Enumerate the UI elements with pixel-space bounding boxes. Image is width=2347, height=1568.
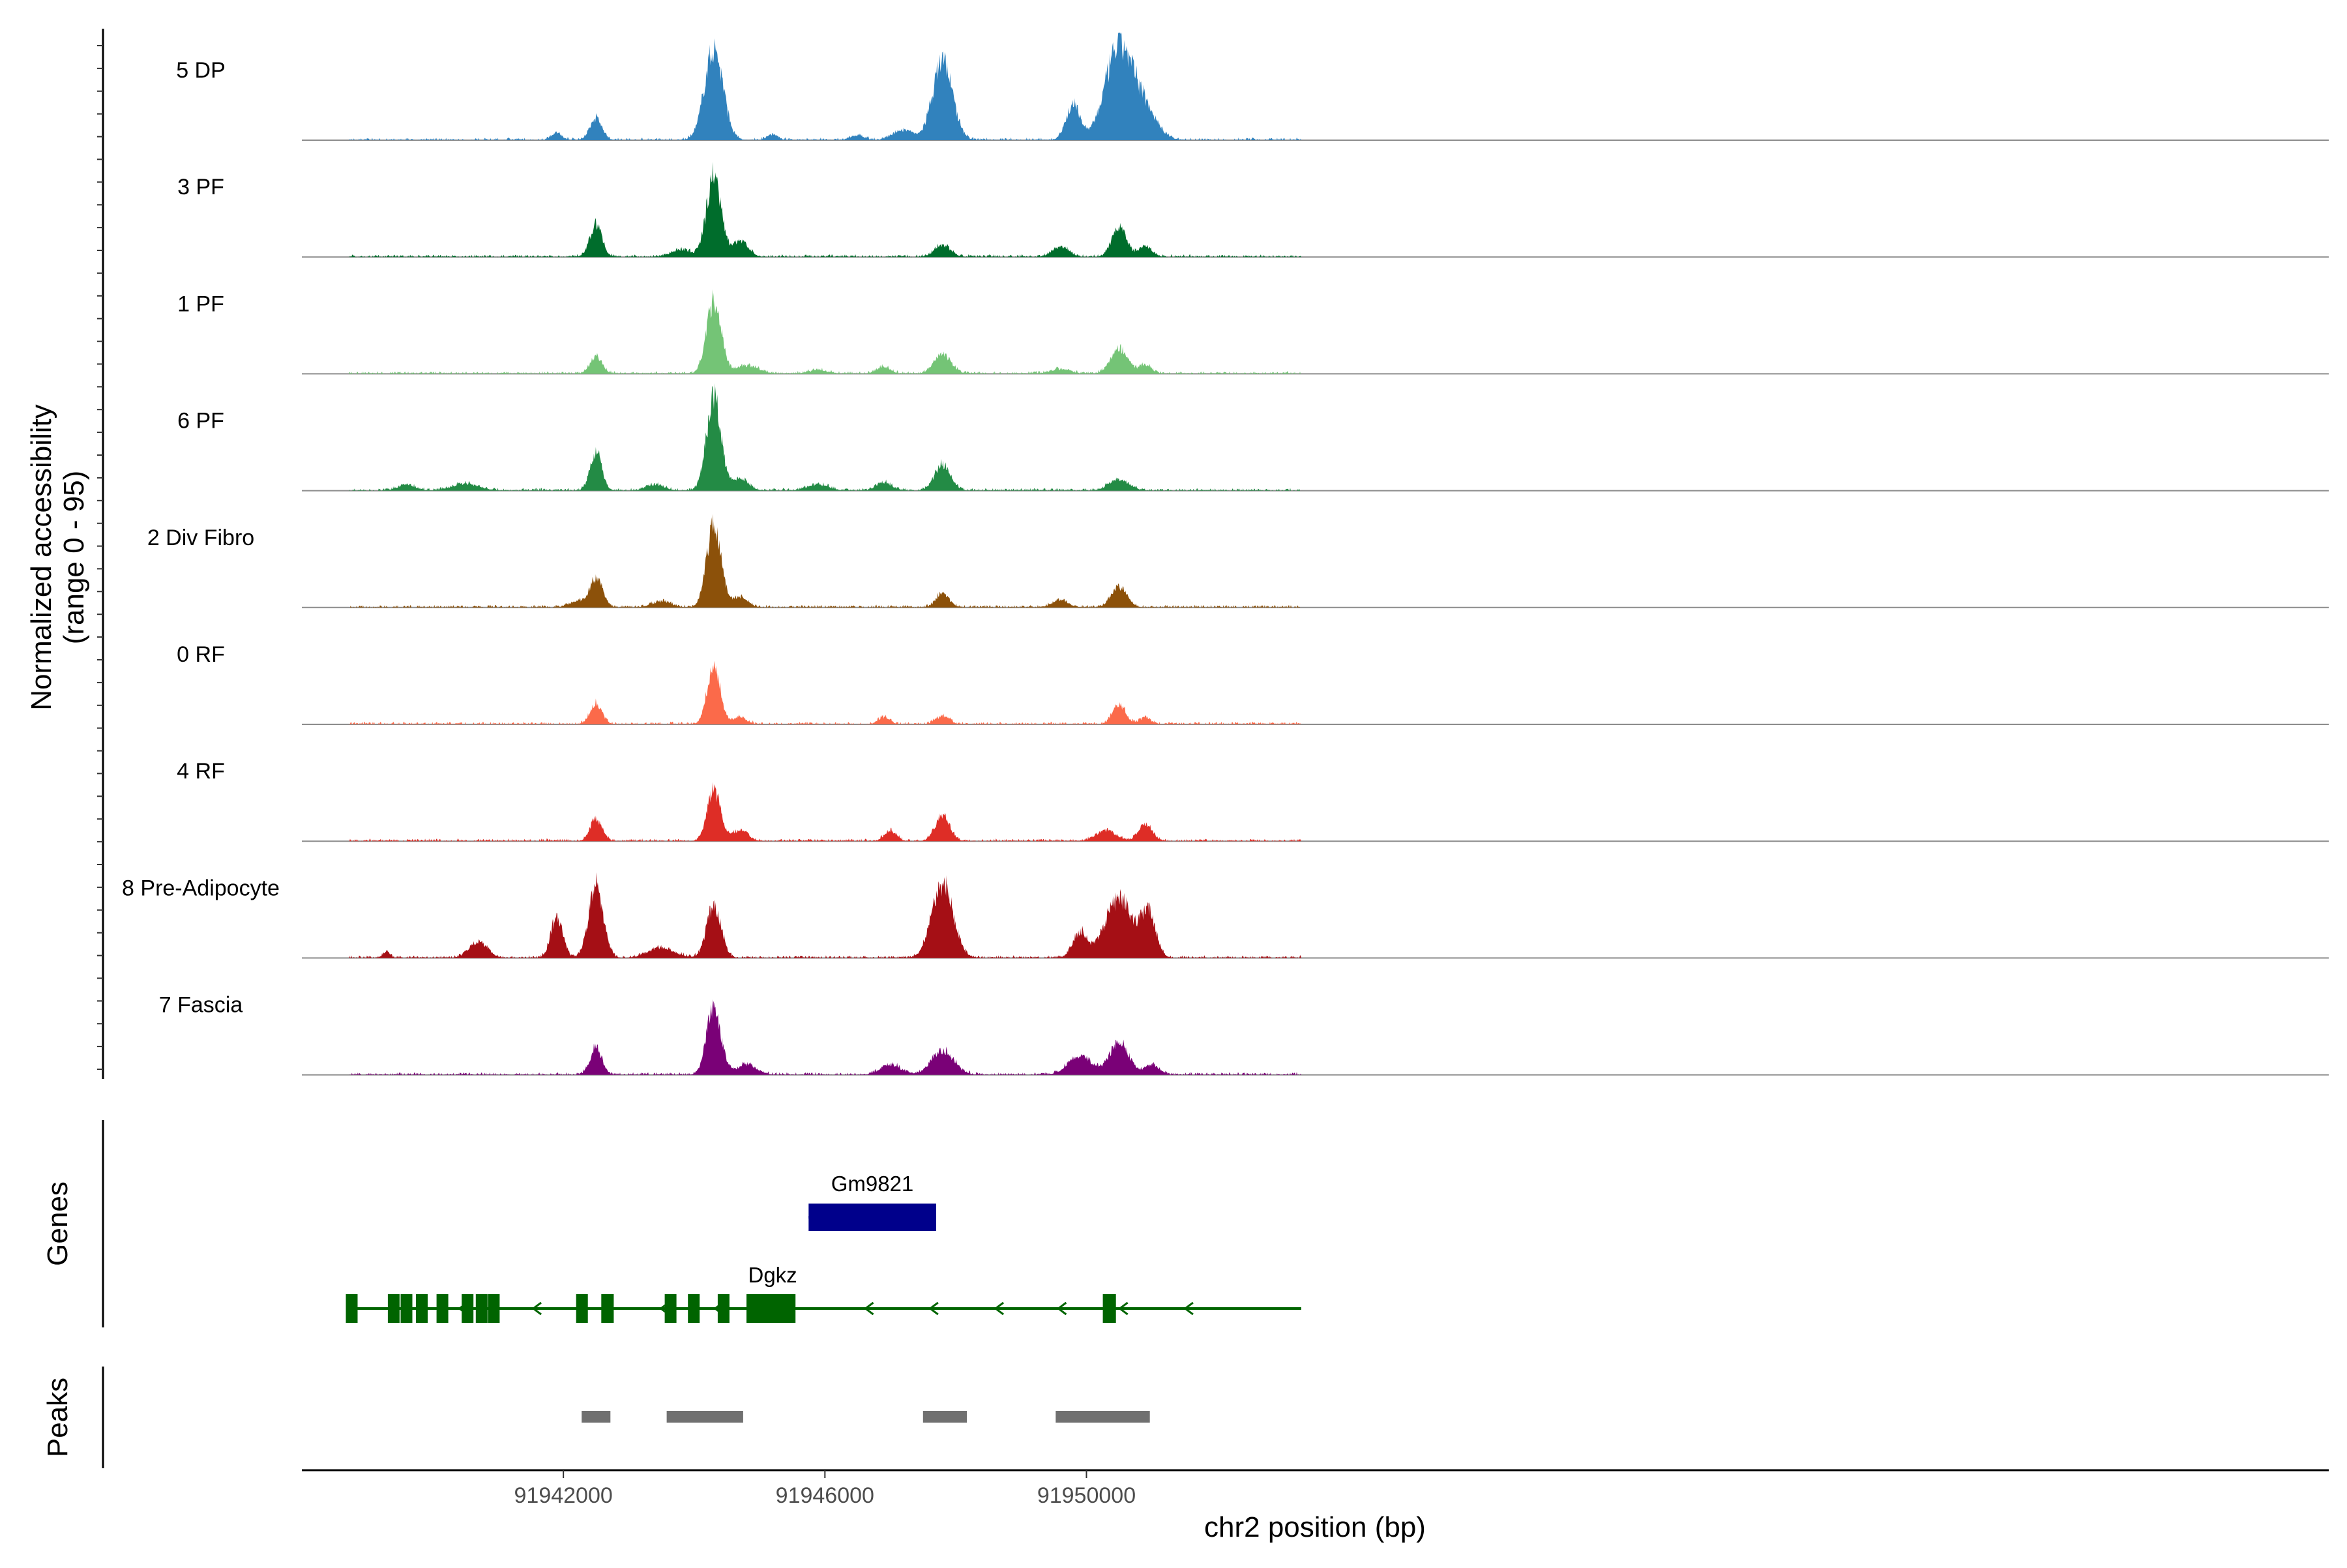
gene-exon — [475, 1294, 488, 1323]
peak-region — [923, 1411, 967, 1423]
y-axis-range-label: (range 0 - 95) — [58, 471, 90, 645]
x-tick-label: 91946000 — [776, 1483, 874, 1508]
track-label: 4 RF — [177, 759, 225, 784]
gene-exon — [1102, 1294, 1116, 1323]
gene-exon — [746, 1294, 796, 1323]
y-axis-title: Normalized accessibility — [25, 404, 57, 710]
strand-arrow — [994, 1301, 1004, 1316]
gene-exon — [808, 1204, 936, 1231]
strand-arrow — [1056, 1301, 1067, 1316]
gene-exon — [688, 1294, 700, 1323]
coverage-area — [349, 514, 1301, 608]
track-2-div-fibro: 2 Div Fibro — [147, 514, 2329, 608]
gene-exon — [488, 1294, 500, 1323]
track-label: 6 PF — [177, 409, 224, 434]
x-axis-title: chr2 position (bp) — [1204, 1511, 1426, 1543]
peaks-layer — [582, 1411, 1150, 1423]
strand-arrow — [531, 1301, 542, 1316]
track-label: 5 DP — [176, 58, 226, 83]
strand-arrow — [864, 1301, 874, 1316]
track-label: 7 Fascia — [159, 993, 243, 1018]
track-label: 1 PF — [177, 291, 224, 316]
track-label: 0 RF — [177, 642, 225, 667]
track-3-pf: 3 PF — [177, 162, 2329, 258]
coverage-area — [349, 999, 1301, 1075]
gene-exon — [387, 1294, 400, 1323]
x-tick-label: 91942000 — [514, 1483, 613, 1508]
peak-region — [666, 1411, 743, 1423]
coverage-area — [349, 383, 1301, 491]
genes-axis-title: Genes — [42, 1181, 74, 1266]
strand-arrow — [928, 1301, 939, 1316]
gene-exon — [462, 1294, 474, 1323]
axes-layer: Normalized accessibility (range 0 - 95) … — [25, 29, 2329, 1543]
peaks-axis-title: Peaks — [42, 1378, 74, 1457]
track-label: 2 Div Fibro — [147, 525, 254, 550]
strand-arrow — [458, 1301, 468, 1316]
coverage-area — [349, 162, 1301, 258]
peak-region — [1055, 1411, 1150, 1423]
strand-arrow — [713, 1301, 724, 1316]
gene-exon — [416, 1294, 428, 1323]
gene-exon — [601, 1294, 614, 1323]
strand-arrow — [1118, 1301, 1129, 1316]
gene-gm9821: Gm9821 — [808, 1172, 936, 1231]
coverage-area — [349, 289, 1301, 374]
track-5-dp: 5 DP — [176, 33, 2329, 141]
coverage-area — [349, 782, 1301, 842]
coverage-area — [349, 872, 1301, 958]
genes-layer: Gm9821 Dgkz — [346, 1172, 1301, 1323]
gene-exon — [346, 1294, 358, 1323]
coverage-area — [349, 660, 1301, 724]
strand-arrow — [659, 1301, 670, 1316]
x-tick-label: 91950000 — [1037, 1483, 1136, 1508]
gene-exon — [576, 1294, 588, 1323]
peak-region — [582, 1411, 611, 1423]
track-label: 8 Pre-Adipocyte — [122, 876, 280, 900]
track-8-pre-adipocyte: 8 Pre-Adipocyte — [122, 872, 2329, 959]
gene-exon — [664, 1294, 677, 1323]
gene-exon — [436, 1294, 449, 1323]
track-6-pf: 6 PF — [177, 383, 2329, 492]
gene-label: Gm9821 — [831, 1172, 914, 1196]
strand-arrow — [1183, 1301, 1194, 1316]
coverage-area — [349, 33, 1301, 140]
gene-exon — [717, 1294, 730, 1323]
strand-arrow — [398, 1301, 409, 1316]
gene-dgkz: Dgkz — [346, 1263, 1301, 1323]
track-7-fascia: 7 Fascia — [159, 993, 2329, 1076]
track-label: 3 PF — [177, 175, 224, 200]
track-4-rf: 4 RF — [177, 759, 2329, 842]
tracks-layer: 5 DP 3 PF 1 PF 6 PF 2 Div Fibro 0 RF 4 RF 8 Pre… — [122, 33, 2329, 1076]
track-0-rf: 0 RF — [177, 642, 2329, 725]
gene-exon — [400, 1294, 413, 1323]
track-1-pf: 1 PF — [177, 289, 2329, 375]
gene-label: Dgkz — [748, 1263, 797, 1287]
